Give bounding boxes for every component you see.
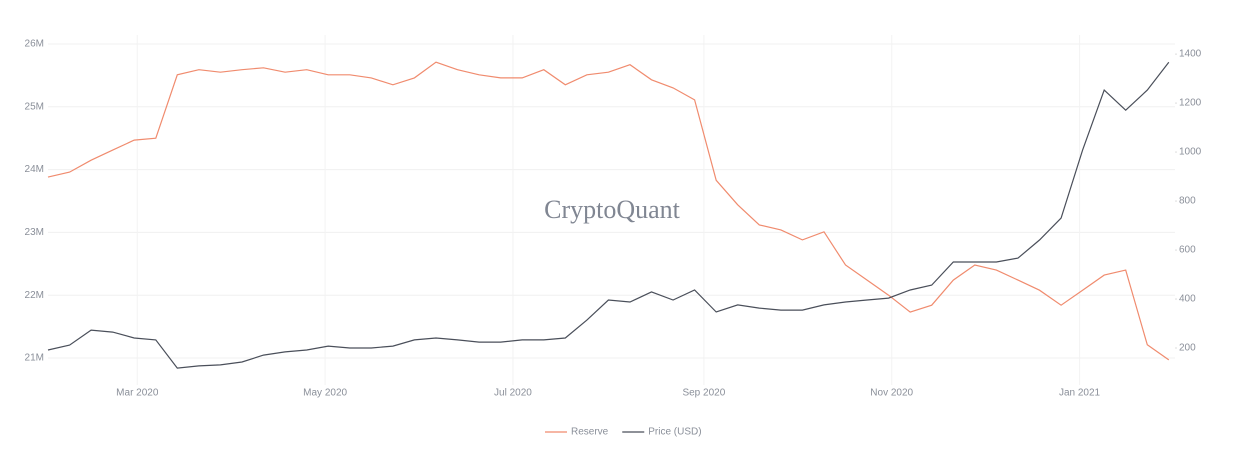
watermark: CryptoQuant: [544, 195, 681, 224]
x-tick-label: Jan 2021: [1059, 388, 1101, 399]
x-tick-label: Nov 2020: [870, 388, 913, 399]
y2-tick-label: 1000: [1179, 147, 1202, 158]
y2-tick-label: 1400: [1179, 49, 1202, 60]
line: [47, 61, 1170, 369]
y-tick-label: 25M: [25, 101, 44, 112]
y-tick-label: 21M: [25, 353, 44, 364]
y-tick-label: 26M: [25, 39, 44, 50]
y2-tick-label: 400: [1179, 294, 1196, 305]
x-tick-label: Jul 2020: [494, 388, 532, 399]
x-tick-label: Sep 2020: [682, 388, 725, 399]
y2-tick-label: 1200: [1179, 98, 1202, 109]
legend-label: Reserve: [571, 427, 609, 438]
y-tick-label: 24M: [25, 164, 44, 175]
y2-tick-label: 600: [1179, 245, 1196, 256]
y-tick-label: 23M: [25, 227, 44, 238]
x-tick-label: May 2020: [303, 388, 347, 399]
grid: [48, 35, 1175, 385]
line: [47, 61, 1170, 361]
legend-label: Price (USD): [648, 427, 701, 438]
y-tick-label: 22M: [25, 290, 44, 301]
y2-tick-label: 200: [1179, 343, 1196, 354]
y2-tick-label: 800: [1179, 196, 1196, 207]
x-tick-label: Mar 2020: [116, 388, 159, 399]
